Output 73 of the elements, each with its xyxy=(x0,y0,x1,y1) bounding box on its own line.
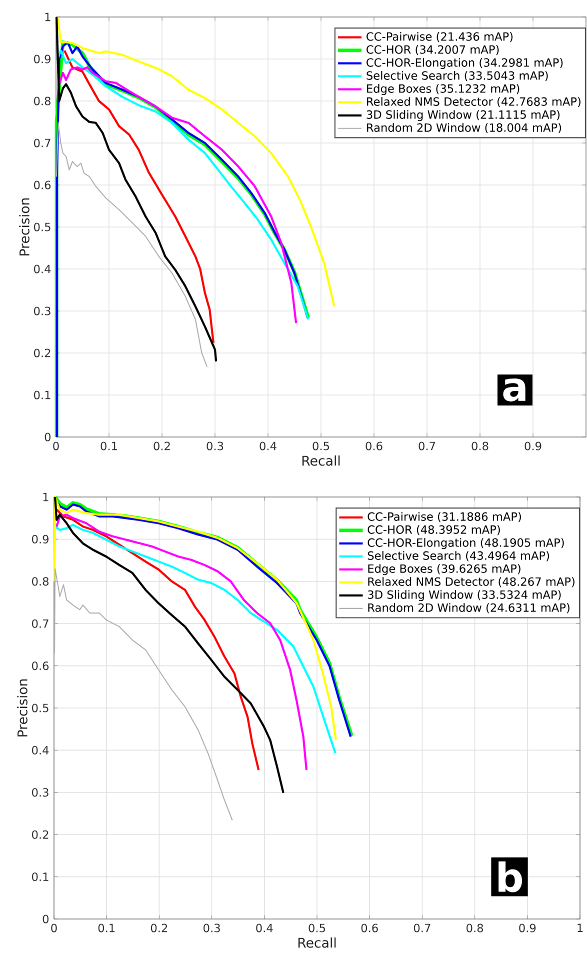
y-tick-label: 0.5 xyxy=(32,704,48,712)
x-tick-label: 0.2 xyxy=(154,442,170,450)
line-series xyxy=(54,524,336,754)
y-tick-label: 0.7 xyxy=(34,138,50,148)
legend-label: CC-Pairwise (21.436 mAP) xyxy=(366,32,513,42)
y-tick-label: 0 xyxy=(44,432,51,442)
x-tick-label: 0.4 xyxy=(260,442,276,450)
x-tick-label: 0.4 xyxy=(256,924,273,932)
line-series xyxy=(56,514,308,772)
x-tick-label: 0.1 xyxy=(100,442,117,450)
y-tick-label: 1 xyxy=(45,12,50,22)
legend-label: CC-HOR (48.3952 mAP) xyxy=(368,525,500,536)
y-tick-label: 0.8 xyxy=(32,577,49,586)
y-tick-label: 0.4 xyxy=(32,746,49,754)
y-tick-label: 0.4 xyxy=(34,264,51,274)
y-tick-label: 0.3 xyxy=(34,306,50,316)
x-tick-label: 0.7 xyxy=(418,442,436,450)
y-tick-label: 1 xyxy=(43,492,48,502)
line-series xyxy=(54,496,284,794)
legend-label: CC-HOR-Elongation (34.2981 mAP) xyxy=(366,58,563,70)
legend-label: 3D Sliding Window (33.5324 mAP) xyxy=(368,590,561,602)
x-tick-label: 0.9 xyxy=(519,924,536,932)
x-tick-label: 0.8 xyxy=(472,442,488,450)
legend-label: Selective Search (33.5043 mAP) xyxy=(366,71,548,82)
x-tick-label: 0 xyxy=(51,924,57,932)
legend-label: Random 2D Window (24.6311 mAP) xyxy=(368,603,570,614)
x-tick-label: 0.3 xyxy=(206,442,224,450)
legend-label: CC-Pairwise (31.1886 mAP) xyxy=(368,512,521,522)
x-tick-label: 0.1 xyxy=(98,924,115,932)
y-tick-label: 0.7 xyxy=(32,619,48,628)
line-series xyxy=(56,508,260,772)
y-tick-label: 0.3 xyxy=(32,788,48,797)
legend-label: Edge Boxes (39.6265 mAP) xyxy=(368,564,520,576)
y-tick-label: 0.6 xyxy=(34,180,51,190)
y-tick-label: 0.2 xyxy=(34,348,50,358)
line-series xyxy=(54,568,233,821)
x-tick-label: 0.5 xyxy=(308,924,326,932)
y-tick-label: 0.9 xyxy=(34,54,50,64)
x-tick-label: 0.7 xyxy=(414,924,430,932)
x-tick-label: 0.8 xyxy=(466,924,484,932)
y-axis-title: Precision xyxy=(19,198,30,256)
x-tick-label: 0.6 xyxy=(366,442,382,450)
annotation: a xyxy=(503,378,526,402)
x-tick-label: 0.3 xyxy=(204,924,220,932)
x-tick-label: 0.5 xyxy=(312,442,330,450)
y-tick-label: 0.2 xyxy=(32,830,48,839)
y-tick-label: 0.6 xyxy=(32,662,49,670)
y-tick-label: 0 xyxy=(42,914,49,924)
legend-label: Edge Boxes (35.1232 mAP) xyxy=(367,84,520,96)
y-tick-label: 0.5 xyxy=(34,222,50,232)
legend-label: Relaxed NMS Detector (48.267 mAP) xyxy=(368,577,574,588)
x-tick-label: 0.9 xyxy=(524,442,542,450)
y-tick-label: 0.8 xyxy=(34,96,51,106)
x-axis-title: Recall xyxy=(302,455,340,466)
annotation: b xyxy=(498,861,522,892)
y-tick-label: 0.1 xyxy=(32,872,48,882)
legend-label: Selective Search (43.4964 mAP) xyxy=(368,551,550,562)
legend-label: CC-HOR (34.2007 mAP) xyxy=(366,45,499,56)
x-tick-label: 0.6 xyxy=(361,924,378,932)
x-axis-title: Recall xyxy=(298,937,336,948)
line-series xyxy=(55,16,218,362)
line-series xyxy=(56,121,208,368)
legend-label: Relaxed NMS Detector (42.7683 mAP) xyxy=(367,97,580,108)
legend-label: Random 2D Window (18.004 mAP) xyxy=(367,123,562,134)
legend-label: CC-HOR-Elongation (48.1905 mAP) xyxy=(368,538,564,550)
legend-label: 3D Sliding Window (21.1115 mAP) xyxy=(366,110,560,122)
y-tick-label: 0.9 xyxy=(32,534,48,544)
line-series xyxy=(63,50,214,344)
y-axis-title: Precision xyxy=(17,679,28,736)
x-tick-label: 1 xyxy=(578,924,583,932)
x-tick-label: 0 xyxy=(53,442,59,450)
x-tick-label: 0.2 xyxy=(150,924,168,932)
y-tick-label: 0.1 xyxy=(34,390,50,400)
